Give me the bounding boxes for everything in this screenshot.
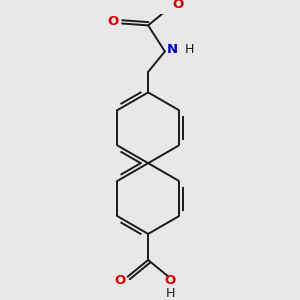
Text: O: O (115, 274, 126, 287)
Text: O: O (172, 0, 184, 11)
Text: O: O (107, 15, 118, 28)
Text: O: O (165, 274, 176, 287)
Text: N: N (167, 43, 178, 56)
Text: H: H (166, 287, 175, 300)
Text: H: H (184, 43, 194, 56)
